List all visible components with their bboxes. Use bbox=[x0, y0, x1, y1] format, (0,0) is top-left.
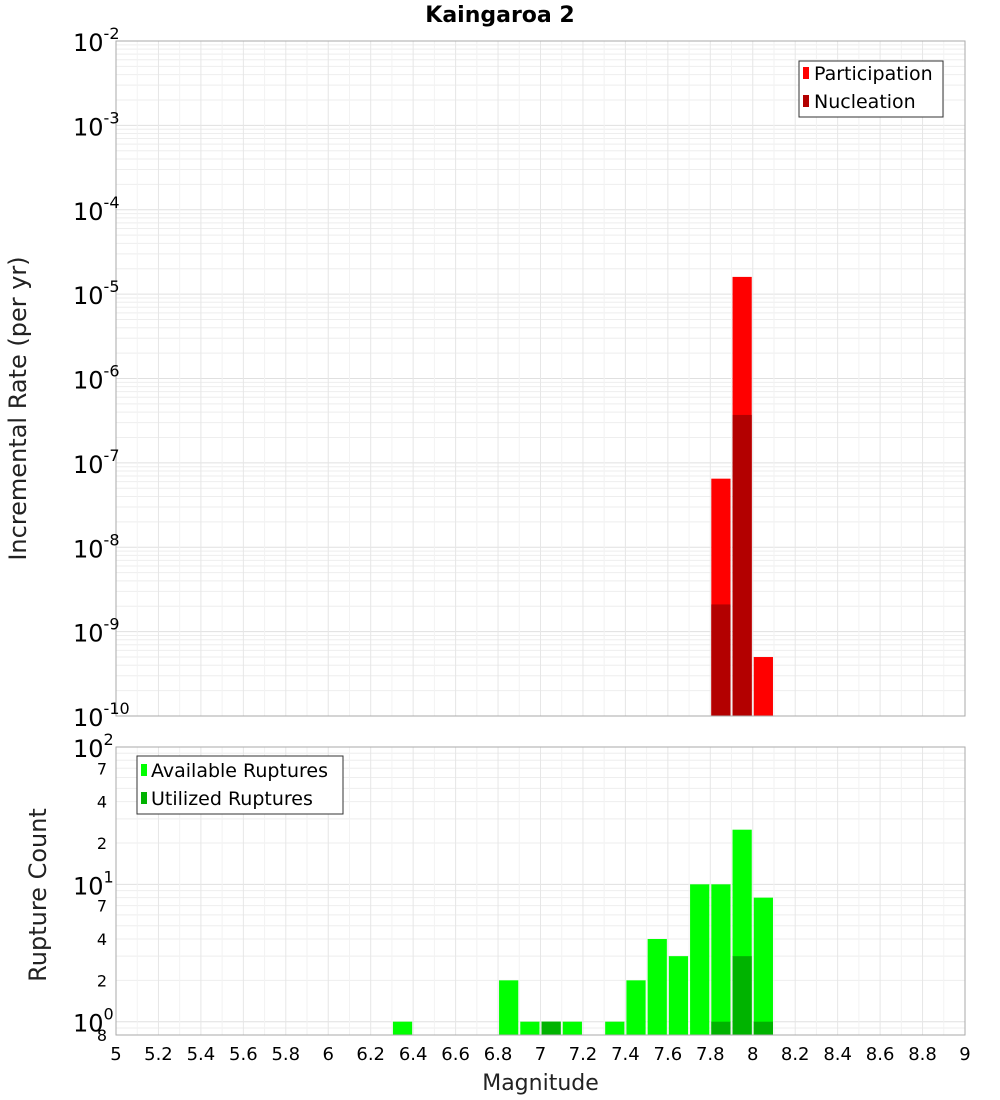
y-tick-label: 10-2 bbox=[73, 24, 120, 57]
bar-utilized-ruptures bbox=[711, 1021, 731, 1035]
x-tick-label: 7.4 bbox=[611, 1044, 640, 1065]
x-tick-label: 6.8 bbox=[484, 1044, 513, 1065]
x-tick-label: 7.8 bbox=[696, 1044, 725, 1065]
y-tick-label: 10-9 bbox=[73, 615, 120, 648]
legend-label: Utilized Ruptures bbox=[151, 788, 313, 810]
chart-title: Kaingaroa 2 bbox=[425, 3, 574, 28]
legend-swatch bbox=[803, 67, 809, 79]
bar-nucleation bbox=[711, 604, 731, 716]
bar-available-ruptures bbox=[562, 1021, 582, 1035]
x-tick-label: 5.4 bbox=[187, 1044, 216, 1065]
bar-utilized-ruptures bbox=[732, 956, 752, 1035]
legend-label: Available Ruptures bbox=[151, 760, 328, 782]
plot-panel-top bbox=[115, 40, 966, 717]
bar-utilized-ruptures bbox=[541, 1021, 561, 1035]
x-tick-label: 5 bbox=[110, 1044, 121, 1065]
y-tick-label: 10-7 bbox=[73, 446, 120, 479]
y-tick-label: 10-8 bbox=[73, 530, 120, 563]
bar-available-ruptures bbox=[605, 1021, 625, 1035]
y-tick-label: 8 bbox=[97, 1026, 107, 1045]
y-tick-label: 7 bbox=[97, 897, 107, 916]
y-tick-label: 10-6 bbox=[73, 362, 120, 395]
bar-available-ruptures bbox=[753, 897, 773, 1035]
x-tick-label: 8 bbox=[747, 1044, 758, 1065]
x-tick-label: 6 bbox=[323, 1044, 334, 1065]
bar-available-ruptures bbox=[392, 1021, 413, 1035]
y-tick-label: 7 bbox=[97, 759, 107, 778]
y-tick-label: 100 bbox=[73, 1005, 114, 1038]
plot-frame-top bbox=[115, 40, 966, 717]
legend-label: Participation bbox=[814, 63, 933, 85]
legend-swatch bbox=[803, 95, 809, 107]
x-tick-label: 7.6 bbox=[654, 1044, 683, 1065]
x-tick-label: 6.4 bbox=[399, 1044, 428, 1065]
y-tick-label: 4 bbox=[97, 793, 107, 812]
x-tick-label: 6.6 bbox=[441, 1044, 470, 1065]
x-tick-label: 8.4 bbox=[823, 1044, 852, 1065]
x-tick-label: 5.6 bbox=[229, 1044, 258, 1065]
x-axis-label: Magnitude bbox=[482, 1071, 599, 1096]
y-tick-label: 102 bbox=[73, 730, 114, 763]
y-tick-label: 10-3 bbox=[73, 108, 120, 141]
plot-panel-bottom bbox=[115, 746, 966, 1036]
x-tick-label: 6.2 bbox=[356, 1044, 385, 1065]
bar-participation bbox=[753, 657, 773, 716]
bar-available-ruptures bbox=[626, 980, 646, 1035]
x-tick-label: 5.8 bbox=[271, 1044, 300, 1065]
legend-box bbox=[136, 755, 344, 815]
x-tick-label: 5.2 bbox=[144, 1044, 173, 1065]
y-tick-label: 4 bbox=[97, 930, 107, 949]
x-tick-label: 8.8 bbox=[908, 1044, 937, 1065]
y-axis-label-top: Incremental Rate (per yr) bbox=[4, 256, 32, 560]
legend-top: Participation Nucleation bbox=[798, 60, 944, 118]
y-tick-label: 2 bbox=[97, 971, 107, 990]
bar-available-ruptures bbox=[499, 980, 519, 1035]
bar-nucleation bbox=[732, 414, 752, 716]
x-tick-label: 8.6 bbox=[866, 1044, 895, 1065]
legend-bottom: Available Ruptures Utilized Ruptures bbox=[136, 755, 344, 815]
x-tick-label: 7.2 bbox=[569, 1044, 598, 1065]
y-tick-label: 2 bbox=[97, 834, 107, 853]
legend-box bbox=[798, 60, 944, 118]
legend-swatch bbox=[141, 764, 147, 776]
legend-swatch bbox=[141, 792, 147, 804]
y-tick-label: 10-4 bbox=[73, 193, 120, 226]
y-tick-label: 10-10 bbox=[73, 699, 130, 732]
y-tick-label: 101 bbox=[73, 867, 114, 900]
bar-available-ruptures bbox=[520, 1021, 540, 1035]
x-tick-label: 9 bbox=[959, 1044, 970, 1065]
y-tick-label: 10-5 bbox=[73, 277, 120, 310]
bar-utilized-ruptures bbox=[753, 1021, 773, 1035]
bar-available-ruptures bbox=[690, 884, 710, 1035]
plot-frame-bottom bbox=[115, 746, 966, 1036]
x-tick-label: 7 bbox=[535, 1044, 546, 1065]
bar-available-ruptures bbox=[668, 956, 689, 1035]
bar-available-ruptures bbox=[647, 939, 667, 1035]
y-axis-label-bottom: Rupture Count bbox=[24, 808, 52, 982]
x-tick-label: 8.2 bbox=[781, 1044, 810, 1065]
bar-available-ruptures bbox=[711, 884, 731, 1035]
legend-label: Nucleation bbox=[814, 91, 916, 113]
